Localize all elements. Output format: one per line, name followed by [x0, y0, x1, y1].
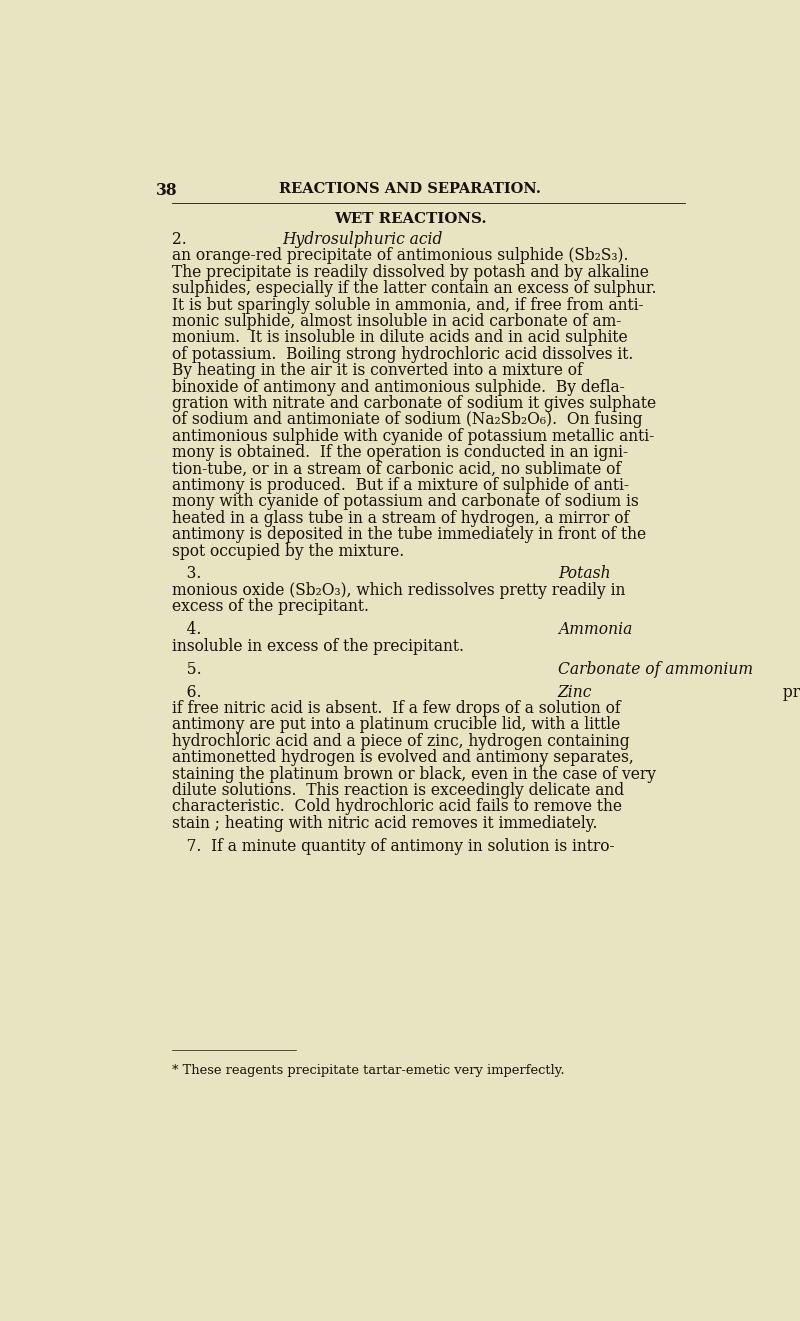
Text: insoluble in excess of the precipitant.: insoluble in excess of the precipitant. [172, 638, 464, 655]
Text: binoxide of antimony and antimonious sulphide.  By defla-: binoxide of antimony and antimonious sul… [172, 379, 625, 395]
Text: Ammonia: Ammonia [558, 621, 632, 638]
Text: tion-tube, or in a stream of carbonic acid, no sublimate of: tion-tube, or in a stream of carbonic ac… [172, 461, 622, 477]
Text: mony is obtained.  If the operation is conducted in an igni-: mony is obtained. If the operation is co… [172, 444, 628, 461]
Text: * These reagents precipitate tartar-emetic very imperfectly.: * These reagents precipitate tartar-emet… [172, 1063, 565, 1077]
Text: 3.: 3. [172, 565, 211, 583]
Text: The precipitate is readily dissolved by potash and by alkaline: The precipitate is readily dissolved by … [172, 264, 649, 280]
Text: characteristic.  Cold hydrochloric acid fails to remove the: characteristic. Cold hydrochloric acid f… [172, 798, 622, 815]
Text: 38: 38 [156, 182, 178, 199]
Text: By heating in the air it is converted into a mixture of: By heating in the air it is converted in… [172, 362, 583, 379]
Text: if free nitric acid is absent.  If a few drops of a solution of: if free nitric acid is absent. If a few … [172, 700, 621, 717]
Text: of potassium.  Boiling strong hydrochloric acid dissolves it.: of potassium. Boiling strong hydrochlori… [172, 346, 634, 363]
Text: Zinc: Zinc [558, 683, 592, 700]
Text: WET REACTIONS.: WET REACTIONS. [334, 211, 486, 226]
Text: heated in a glass tube in a stream of hydrogen, a mirror of: heated in a glass tube in a stream of hy… [172, 510, 630, 527]
Text: antimony are put into a platinum crucible lid, with a little: antimony are put into a platinum crucibl… [172, 716, 620, 733]
Text: sulphides, especially if the latter contain an excess of sulphur.: sulphides, especially if the latter cont… [172, 280, 657, 297]
Text: Carbonate of ammonium: Carbonate of ammonium [558, 660, 753, 678]
Text: an orange-red precipitate of antimonious sulphide (Sb₂S₃).: an orange-red precipitate of antimonious… [172, 247, 629, 264]
Text: hydrochloric acid and a piece of zinc, hydrogen containing: hydrochloric acid and a piece of zinc, h… [172, 733, 630, 750]
Text: precipitates metallic antimony as a black powder,: precipitates metallic antimony as a blac… [778, 683, 800, 700]
Text: antimony is produced.  But if a mixture of sulphide of anti-: antimony is produced. But if a mixture o… [172, 477, 629, 494]
Text: antimony is deposited in the tube immediately in front of the: antimony is deposited in the tube immedi… [172, 526, 646, 543]
Text: 7.  If a minute quantity of antimony in solution is intro-: 7. If a minute quantity of antimony in s… [172, 838, 614, 855]
Text: staining the platinum brown or black, even in the case of very: staining the platinum brown or black, ev… [172, 765, 656, 782]
Text: Hydrosulphuric acid: Hydrosulphuric acid [282, 231, 442, 248]
Text: mony with cyanide of potassium and carbonate of sodium is: mony with cyanide of potassium and carbo… [172, 493, 639, 510]
Text: excess of the precipitant.: excess of the precipitant. [172, 598, 369, 616]
Text: Potash: Potash [558, 565, 610, 583]
Text: It is but sparingly soluble in ammonia, and, if free from anti-: It is but sparingly soluble in ammonia, … [172, 296, 644, 313]
Text: dilute solutions.  This reaction is exceedingly delicate and: dilute solutions. This reaction is excee… [172, 782, 624, 799]
Text: monium.  It is insoluble in dilute acids and in acid sulphite: monium. It is insoluble in dilute acids … [172, 329, 628, 346]
Text: antimonetted hydrogen is evolved and antimony separates,: antimonetted hydrogen is evolved and ant… [172, 749, 634, 766]
Text: gration with nitrate and carbonate of sodium it gives sulphate: gration with nitrate and carbonate of so… [172, 395, 656, 412]
Text: antimonious sulphide with cyanide of potassium metallic anti-: antimonious sulphide with cyanide of pot… [172, 428, 654, 445]
Text: of sodium and antimoniate of sodium (Na₂Sb₂O₆).  On fusing: of sodium and antimoniate of sodium (Na₂… [172, 411, 642, 428]
Text: 6.: 6. [172, 683, 211, 700]
Text: 5.: 5. [172, 660, 211, 678]
Text: 4.: 4. [172, 621, 211, 638]
Text: monic sulphide, almost insoluble in acid carbonate of am-: monic sulphide, almost insoluble in acid… [172, 313, 622, 330]
Text: stain ; heating with nitric acid removes it immediately.: stain ; heating with nitric acid removes… [172, 815, 598, 832]
Text: 2.: 2. [172, 231, 187, 248]
Text: monious oxide (Sb₂O₃), which redissolves pretty readily in: monious oxide (Sb₂O₃), which redissolves… [172, 581, 626, 598]
Text: REACTIONS AND SEPARATION.: REACTIONS AND SEPARATION. [279, 182, 541, 197]
Text: spot occupied by the mixture.: spot occupied by the mixture. [172, 543, 404, 560]
